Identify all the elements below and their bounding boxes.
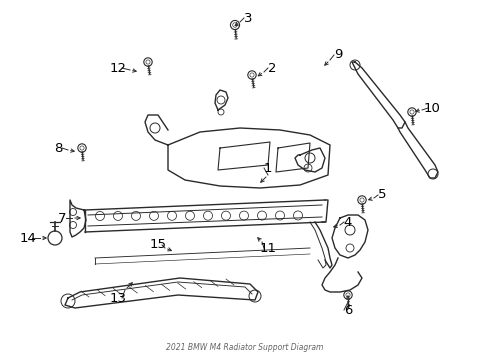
Text: 9: 9 [334,49,342,62]
Text: 11: 11 [260,242,276,255]
Text: 6: 6 [344,303,352,316]
Text: 2021 BMW M4 Radiator Support Diagram: 2021 BMW M4 Radiator Support Diagram [166,343,324,352]
Text: 5: 5 [378,189,386,202]
Text: 1: 1 [264,162,272,175]
Text: 12: 12 [109,62,126,75]
Text: 10: 10 [423,102,441,114]
Text: 8: 8 [54,141,62,154]
Text: 7: 7 [58,211,66,225]
Text: 14: 14 [20,231,36,244]
Text: 13: 13 [109,292,126,305]
Text: 2: 2 [268,62,276,75]
Text: 4: 4 [344,216,352,229]
Text: 3: 3 [244,12,252,24]
Text: 15: 15 [149,238,167,252]
